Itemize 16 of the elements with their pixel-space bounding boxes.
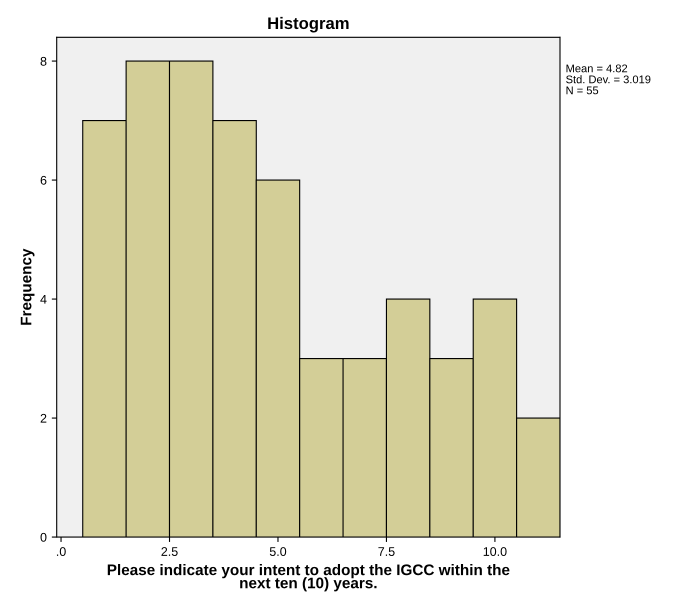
x-tick-label: 7.5 xyxy=(378,547,395,556)
y-tick-label: 0 xyxy=(40,532,46,542)
text: Std. Dev. = 3.019 xyxy=(566,75,650,84)
y-axis-title: Frequency xyxy=(20,248,34,325)
text: N = 55 xyxy=(566,86,598,94)
chart-title: Histogram xyxy=(268,16,349,32)
y-tick-label: 6 xyxy=(40,176,46,185)
y-tick-label: 8 xyxy=(40,56,46,66)
text: Mean = 4.82 xyxy=(566,64,628,72)
x-tick-label: 10.0 xyxy=(484,547,507,556)
y-tick-label: 2 xyxy=(40,414,46,423)
x-tick-label: 5.0 xyxy=(270,547,286,556)
x-axis-title: Please indicate your intent to adopt the IGCC within the next ten (10) years. xyxy=(108,564,510,592)
y-tick-label: 4 xyxy=(40,295,47,304)
x-tick-label: 2.5 xyxy=(161,547,178,556)
x-tick-label: .0 xyxy=(56,547,66,556)
